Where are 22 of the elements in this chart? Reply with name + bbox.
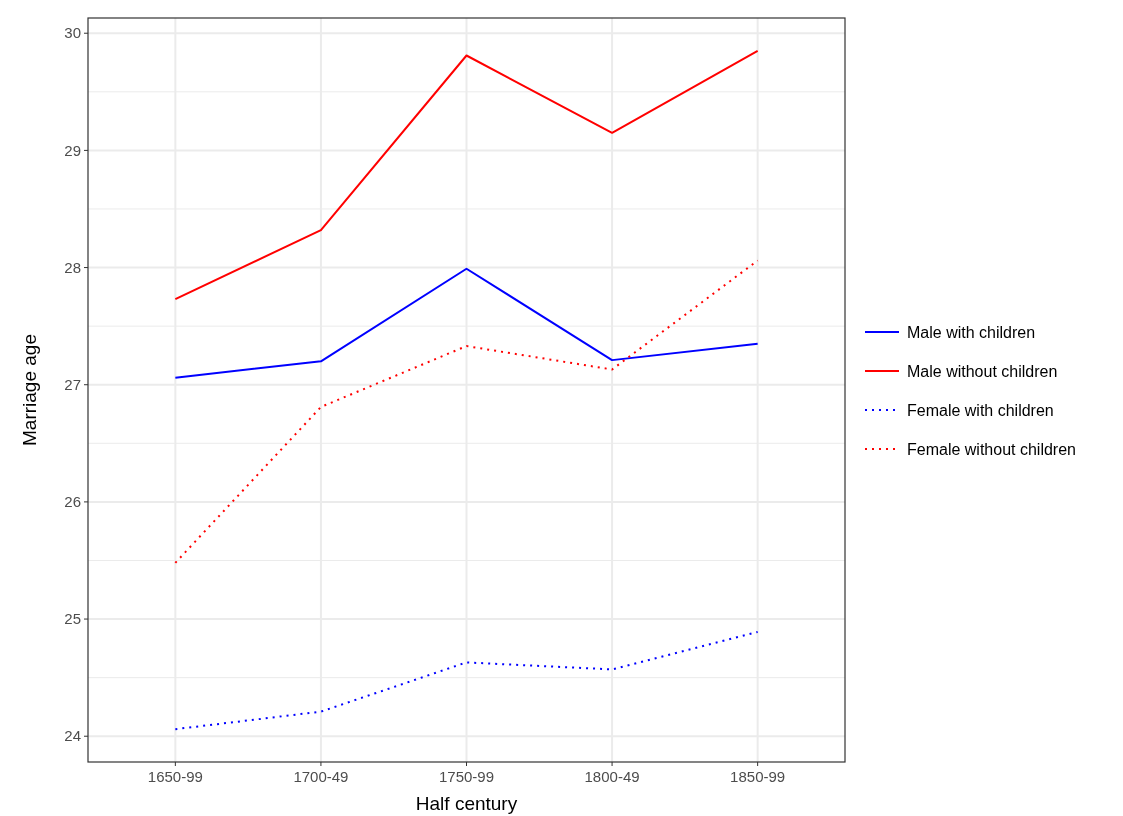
x-axis-title: Half century [415, 793, 518, 814]
y-tick-label: 28 [64, 258, 81, 276]
line-series [174, 630, 759, 731]
y-tick-label: 24 [64, 727, 81, 745]
line-series [174, 49, 759, 301]
line-series [174, 259, 759, 564]
legend-label: Male without children [907, 362, 1058, 380]
legend-label: Male with children [907, 323, 1036, 341]
y-tick-label: 29 [64, 141, 81, 159]
x-tick-label: 1700-49 [293, 768, 349, 785]
x-tick-label: 1750-99 [438, 768, 495, 785]
y-tick-label: 26 [64, 493, 81, 511]
x-tick-label: 1850-99 [730, 768, 786, 785]
x-tick-label: 1650-99 [147, 768, 203, 785]
legend-label: Female with children [907, 401, 1054, 419]
legend-label: Female without children [907, 440, 1076, 458]
x-tick-label: 1800-49 [584, 768, 640, 785]
y-axis-title: Marriage age [19, 334, 40, 446]
y-tick-label: 30 [64, 24, 81, 42]
line-series [174, 267, 759, 379]
y-tick-label: 27 [64, 375, 81, 393]
y-tick-label: 25 [64, 610, 81, 628]
